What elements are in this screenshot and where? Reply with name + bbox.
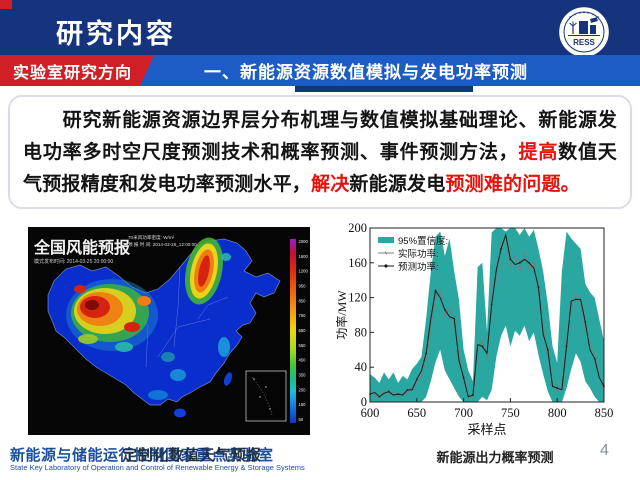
footer-lab-name-en: State Key Laboratory of Operation and Co…	[10, 463, 305, 472]
svg-text:200: 200	[348, 221, 367, 235]
svg-text:预测功率:: 预测功率:	[398, 261, 439, 273]
intro-paragraph: 研究新能源资源边界层分布机理与数值模拟基础理论、新能源发电功率多时空尺度预测技术…	[23, 105, 617, 201]
map-colorbar	[290, 239, 296, 423]
wind-map-figure: 全国风能预报 70米风功率密度: W/m² 预 报 时 间: 2014-03-2…	[28, 227, 310, 435]
map-info-line2: 预 报 时 间: 2014-03-26_12:00:00	[128, 241, 197, 248]
svg-text:0: 0	[361, 395, 367, 409]
map-colorbar-labels: 2000 1600 1200 950 850 750 650 550 450 350 250 150 5…	[299, 239, 309, 422]
lab-direction-label: 实验室研究方向	[13, 64, 133, 82]
svg-text:实际功率:: 实际功率:	[398, 248, 439, 260]
svg-text:850: 850	[299, 298, 307, 303]
intro-segment: 预测难的问题。	[445, 173, 580, 195]
intro-segment: 解决	[311, 173, 350, 195]
page-title: 研究内容	[56, 19, 176, 49]
logo-abbr: RESS	[573, 38, 595, 47]
intro-segment: 提高	[518, 141, 559, 163]
page-number: 4	[600, 442, 609, 459]
svg-text:150: 150	[299, 402, 307, 407]
intro-box: 研究新能源资源边界层分布机理与数值模拟基础理论、新能源发电功率多时空尺度预测技术…	[8, 95, 632, 209]
lab-direction-banner: 实验室研究方向	[0, 55, 154, 86]
svg-text:40: 40	[355, 360, 368, 374]
svg-text:80: 80	[355, 325, 368, 339]
power-chart-svg: 600 650 700 750 800 850 0 40 80 120 160 200 采样点 功率/MW…	[336, 221, 614, 437]
svg-text:功率/MW: 功率/MW	[336, 290, 349, 340]
svg-text:1600: 1600	[299, 254, 309, 259]
svg-text:850: 850	[595, 406, 614, 420]
corner-accent	[0, 0, 12, 9]
svg-text:750: 750	[299, 313, 307, 318]
svg-text:120: 120	[348, 291, 367, 305]
svg-text:650: 650	[299, 328, 307, 333]
intro-segment: 数值天气预报精度和发电功率预测水平，	[23, 141, 617, 195]
svg-text:50: 50	[299, 417, 304, 422]
svg-text:550: 550	[299, 343, 307, 348]
svg-text:350: 350	[299, 373, 307, 378]
svg-text:2000: 2000	[299, 239, 309, 244]
svg-text:650: 650	[407, 406, 426, 420]
svg-text:700: 700	[454, 406, 473, 420]
svg-text:750: 750	[501, 406, 520, 420]
svg-text:250: 250	[299, 387, 307, 392]
intro-segment: 研究新能源资源边界层分布机理与数值模拟基础理论、新能源发电功率多时空尺度预测技术…	[23, 110, 617, 163]
svg-text:95%置信度:: 95%置信度:	[398, 235, 448, 247]
svg-text:600: 600	[361, 406, 380, 420]
svg-text:950: 950	[299, 284, 307, 289]
china-map-art	[47, 237, 281, 418]
map-title: 全国风能预报	[33, 238, 130, 257]
chart-caption: 新能源出力概率预测	[436, 450, 554, 465]
svg-text:1200: 1200	[299, 269, 309, 274]
svg-text:160: 160	[348, 256, 367, 270]
header-bar: 研究内容	[0, 0, 640, 55]
banner-shadow	[295, 86, 473, 92]
section-banner: 一、新能源资源数值模拟与发电功率预测	[138, 55, 640, 86]
lab-logo-icon: RESS	[556, 4, 612, 60]
svg-text:800: 800	[548, 406, 567, 420]
svg-text:450: 450	[299, 358, 307, 363]
map-caption: 定制化数值天气预报	[122, 447, 262, 464]
footer-lab-name: 新能源与储能运行控制国家重点实验室	[10, 447, 274, 464]
map-info-line1: 70米风功率密度: W/m²	[128, 234, 175, 241]
sea-inset	[245, 370, 287, 422]
map-info-line3: 模式发布时间: 2014-03-25 20:00:00	[34, 258, 113, 265]
section-banner-label: 一、新能源资源数值模拟与发电功率预测	[204, 63, 528, 82]
svg-text:采样点: 采样点	[467, 422, 506, 437]
intro-segment: 新能源发电	[349, 173, 446, 195]
